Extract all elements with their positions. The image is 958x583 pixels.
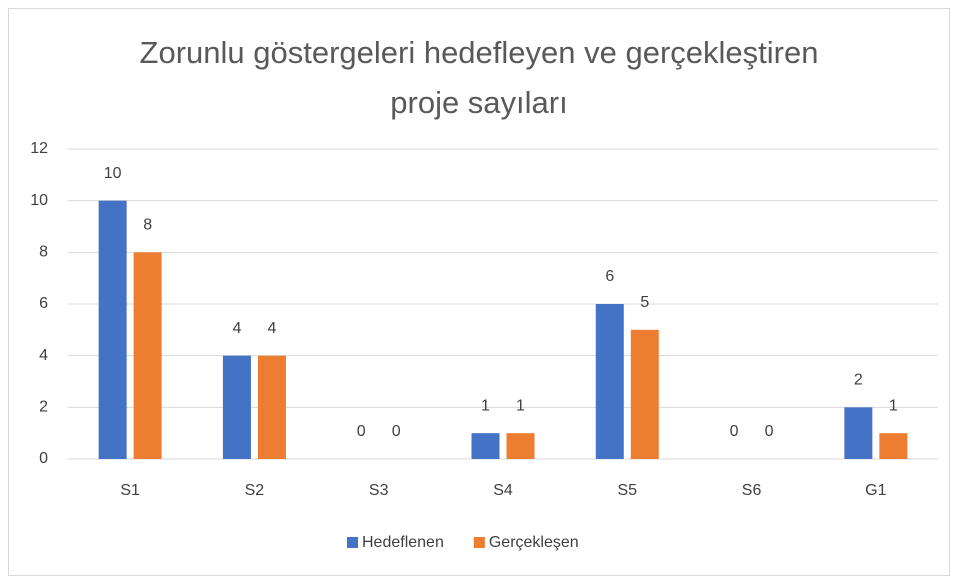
data-label: 10 (104, 165, 122, 182)
y-tick-label: 8 (39, 244, 48, 261)
data-label: 8 (143, 217, 152, 234)
x-tick-label: S1 (120, 482, 140, 499)
bar (222, 355, 251, 459)
y-tick-label: 6 (39, 295, 48, 312)
y-tick-label: 12 (30, 140, 48, 157)
x-tick-label: G1 (865, 482, 886, 499)
data-label: 1 (516, 397, 525, 414)
x-tick-label: S2 (245, 482, 265, 499)
data-label: 4 (232, 320, 241, 337)
data-label: 0 (765, 423, 774, 440)
bar (98, 200, 127, 459)
data-label: 4 (267, 320, 276, 337)
data-label: 0 (392, 423, 401, 440)
legend-swatch (473, 537, 485, 548)
bar (257, 355, 286, 459)
bar (506, 433, 535, 459)
bar (879, 433, 908, 459)
bar (630, 329, 659, 459)
x-tick-label: S5 (617, 482, 637, 499)
chart-title: Zorunlu göstergeleri hedefleyen ve gerçe… (139, 35, 819, 120)
y-tick-label: 2 (39, 399, 48, 416)
x-tick-label: S6 (742, 482, 762, 499)
legend-label: Gerçekleşen (489, 534, 579, 551)
data-label: 1 (889, 397, 898, 414)
y-tick-label: 10 (30, 192, 48, 209)
bar (844, 407, 873, 459)
y-tick-label: 0 (39, 450, 48, 467)
data-label: 5 (640, 294, 649, 311)
data-label: 6 (605, 268, 614, 285)
chart-border (8, 8, 950, 576)
bar (595, 304, 624, 459)
legend-swatch (347, 537, 358, 548)
data-label: 0 (730, 423, 739, 440)
y-tick-label: 4 (39, 347, 48, 364)
x-tick-label: S4 (493, 482, 513, 499)
data-label: 1 (481, 397, 490, 414)
x-tick-label: S3 (369, 482, 389, 499)
legend-label: Hedeflenen (362, 534, 444, 551)
data-label: 0 (357, 423, 366, 440)
bar (133, 252, 162, 459)
bar (471, 433, 500, 459)
data-label: 2 (854, 372, 863, 389)
